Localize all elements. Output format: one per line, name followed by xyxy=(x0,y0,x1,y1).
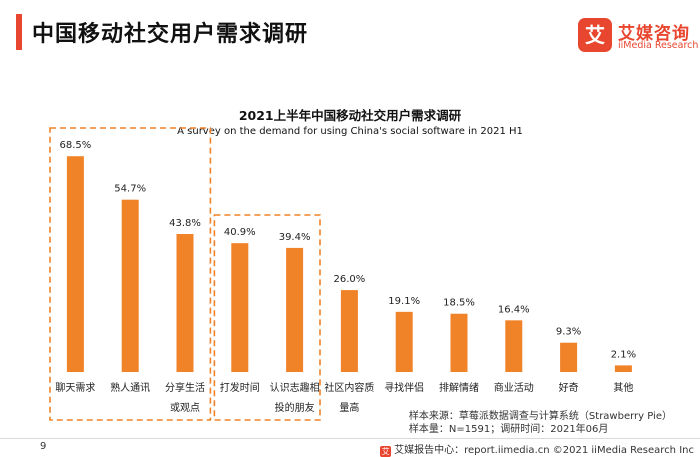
category-label: 社区内容质 xyxy=(324,381,374,394)
bar xyxy=(286,247,304,372)
iimedia-logo: 艾 艾媒咨询 iiMedia Research xyxy=(578,18,699,58)
highlight-box xyxy=(213,214,321,421)
category-label: 聊天需求 xyxy=(55,381,95,394)
category-label: 其他 xyxy=(613,381,633,394)
category-label: 寻找伴侣 xyxy=(384,381,424,394)
category-label: 量高 xyxy=(339,401,359,414)
category-label: 排解情绪 xyxy=(439,381,479,394)
report-center-icon: 艾 xyxy=(380,446,392,457)
data-label: 54.7% xyxy=(114,184,146,195)
bar xyxy=(176,234,194,372)
chart-subtitle: A survey on the demand for using China's… xyxy=(177,126,523,137)
bar xyxy=(231,243,249,372)
bar xyxy=(121,199,139,372)
bar xyxy=(66,156,84,372)
data-label: 2.1% xyxy=(611,349,636,360)
data-label: 26.0% xyxy=(334,274,366,285)
data-label: 40.9% xyxy=(224,227,256,238)
category-label: 或观点 xyxy=(170,402,200,414)
page-number: 9 xyxy=(40,441,47,452)
data-label: 68.5% xyxy=(60,140,92,151)
bar xyxy=(395,311,413,372)
page-title: 中国移动社交用户需求调研 xyxy=(32,22,309,47)
data-label: 18.5% xyxy=(443,298,475,309)
title-accent-bar xyxy=(16,14,22,50)
source-line-sample-source: 样本来源：草莓派数据调查与计算系统（Strawberry Pie） xyxy=(408,411,672,422)
chart-title: 2021上半年中国移动社交用户需求调研 xyxy=(238,108,462,123)
category-label: 分享生活 xyxy=(165,381,205,394)
category-label: 打发时间 xyxy=(220,381,260,394)
footer-divider xyxy=(0,438,700,439)
data-label: 16.4% xyxy=(498,304,530,315)
bar xyxy=(340,290,358,372)
bar xyxy=(505,320,523,372)
bar xyxy=(614,365,632,372)
data-label: 19.1% xyxy=(388,296,420,307)
category-label: 好奇 xyxy=(559,381,579,394)
data-label: 43.8% xyxy=(169,218,201,229)
bar xyxy=(560,342,578,372)
data-label: 39.4% xyxy=(279,232,311,243)
logo-mark-icon: 艾 xyxy=(578,18,612,52)
data-label: 9.3% xyxy=(556,327,581,338)
category-label: 认识志趣相 xyxy=(270,381,320,394)
footer-text: 艾媒报告中心：report.iimedia.cn ©2021 iiMedia R… xyxy=(394,445,694,456)
logo-name-cn: 艾媒咨询 xyxy=(618,24,690,44)
category-label: 熟人通讯 xyxy=(110,381,150,394)
footer: 艾艾媒报告中心：report.iimedia.cn ©2021 iiMedia … xyxy=(380,441,694,457)
source-note: 样本来源：草莓派数据调查与计算系统（Strawberry Pie） 样本量：N=… xyxy=(409,410,672,436)
bar xyxy=(450,313,468,372)
logo-name-en: iiMedia Research xyxy=(618,40,699,51)
category-label: 商业活动 xyxy=(494,381,534,394)
highlight-box xyxy=(49,127,212,421)
source-line-sample-size: 样本量：N=1591；调研时间：2021年06月 xyxy=(408,424,609,435)
category-label: 投的朋友 xyxy=(275,401,315,414)
